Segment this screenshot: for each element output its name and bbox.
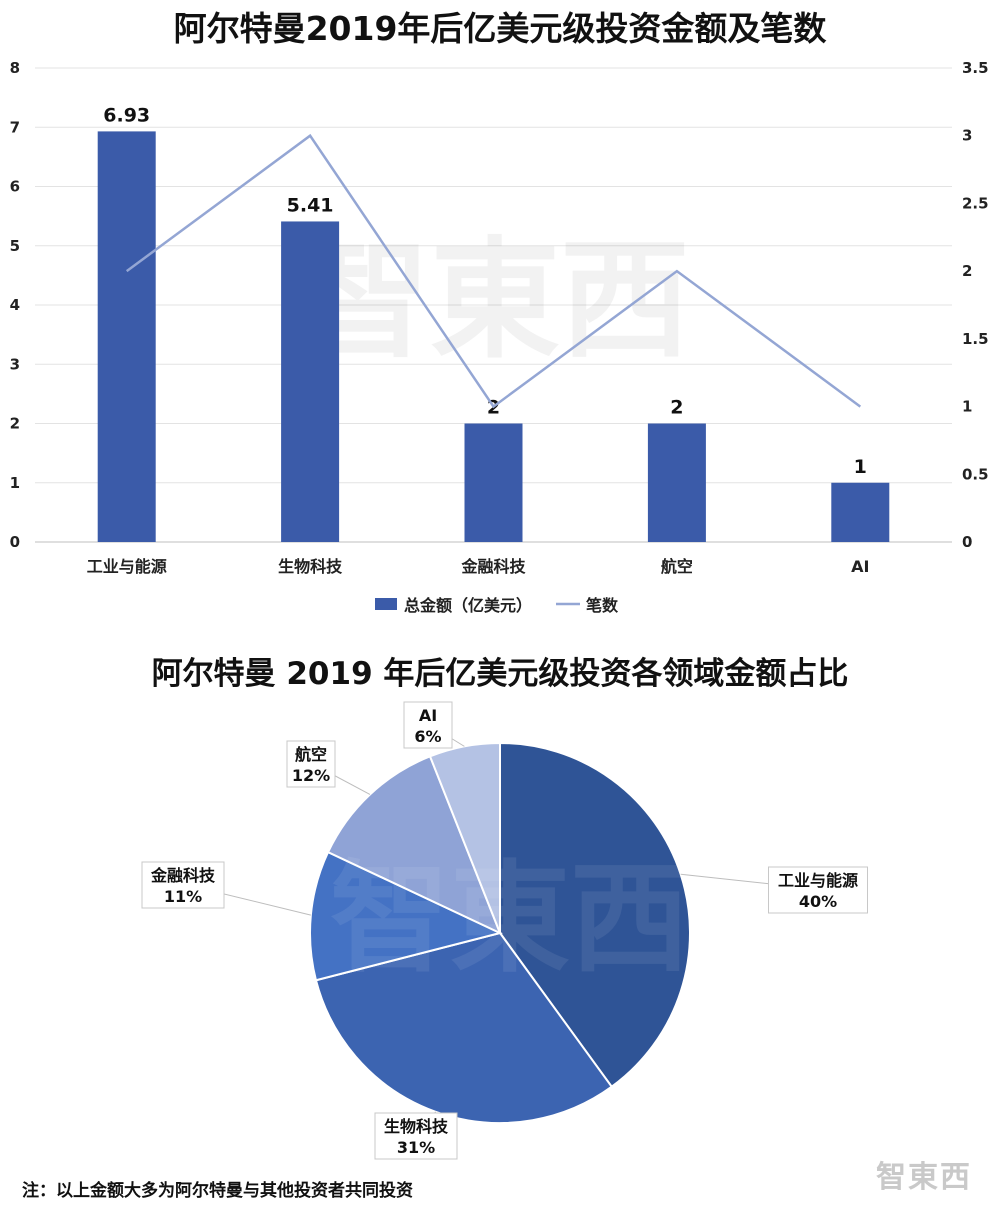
pie-slice-label: AI xyxy=(419,706,437,725)
pie-slice-percent: 12% xyxy=(292,766,330,785)
y-axis-left-tick: 7 xyxy=(10,118,20,136)
bar-data-label: 2 xyxy=(670,397,683,419)
y-axis-right-tick: 1.5 xyxy=(962,330,989,348)
pie-label-box xyxy=(286,740,336,788)
pie-label-box xyxy=(768,866,868,914)
bar-chart-title: 阿尔特曼2019年后亿美元级投资金额及笔数 xyxy=(173,9,827,48)
y-axis-left-tick: 8 xyxy=(10,59,20,77)
x-axis-category-label: 工业与能源 xyxy=(87,557,167,576)
bar-data-label: 5.41 xyxy=(287,194,334,216)
pie-slice-label: 工业与能源 xyxy=(778,871,858,890)
pie-slice-percent: 31% xyxy=(397,1138,435,1157)
x-axis-category-label: 金融科技 xyxy=(460,557,526,576)
y-axis-right-tick: 0.5 xyxy=(962,465,989,483)
bar-data-label: 6.93 xyxy=(103,104,150,126)
legend-line-label: 笔数 xyxy=(586,596,619,615)
y-axis-left-tick: 6 xyxy=(10,178,20,196)
y-axis-left-tick: 5 xyxy=(10,237,20,255)
pie-slice xyxy=(499,741,691,1089)
pie-label-box xyxy=(403,701,453,749)
pie-chart-title: 阿尔特曼 2019 年后亿美元级投资各领域金额占比 xyxy=(151,656,849,692)
pie-slice-percent: 11% xyxy=(164,887,202,906)
x-axis-category-label: 生物科技 xyxy=(278,557,343,576)
pie-slice-percent: 6% xyxy=(414,727,441,746)
watermark-text: 智東西 xyxy=(300,224,690,376)
y-axis-right-tick: 3 xyxy=(962,127,972,145)
bar-data-label: 1 xyxy=(854,456,867,478)
x-axis-category-label: 航空 xyxy=(661,557,693,576)
y-axis-right-tick: 2 xyxy=(962,262,972,280)
y-axis-right-tick: 3.5 xyxy=(962,59,989,77)
bar xyxy=(97,131,156,542)
pie-slice-label: 生物科技 xyxy=(384,1117,449,1136)
pie-slice-percent: 40% xyxy=(799,892,837,911)
bar xyxy=(647,423,706,542)
pie-slice-label: 航空 xyxy=(295,745,327,764)
y-axis-left-tick: 2 xyxy=(10,415,20,433)
watermark-text: 智東西 xyxy=(330,850,690,989)
pie-label-box xyxy=(374,1112,458,1160)
y-axis-left-tick: 1 xyxy=(10,474,20,492)
bar xyxy=(831,482,890,542)
y-axis-left-tick: 3 xyxy=(10,355,20,373)
pie-slice xyxy=(428,741,501,934)
y-axis-right-tick: 0 xyxy=(962,533,972,551)
y-axis-left-tick: 4 xyxy=(10,296,20,314)
pie-slice xyxy=(326,755,502,935)
pie-label-box xyxy=(141,861,225,909)
y-axis-left-tick: 0 xyxy=(10,533,20,551)
y-axis-right-tick: 1 xyxy=(962,398,972,416)
pie-slice xyxy=(314,931,614,1124)
pie-slice-label: 金融科技 xyxy=(150,866,216,885)
bar xyxy=(464,423,523,542)
footnote: 注：以上金额大多为阿尔特曼与其他投资者共同投资 xyxy=(22,1181,413,1201)
legend-bar-label: 总金额（亿美元） xyxy=(404,596,532,615)
legend-bar-swatch xyxy=(375,598,397,610)
y-axis-right-tick: 2.5 xyxy=(962,194,989,212)
watermark-logo: 智東西 xyxy=(876,1160,972,1195)
line-series-笔数 xyxy=(125,133,862,409)
bar xyxy=(281,221,340,542)
x-axis-category-label: AI xyxy=(851,557,869,576)
